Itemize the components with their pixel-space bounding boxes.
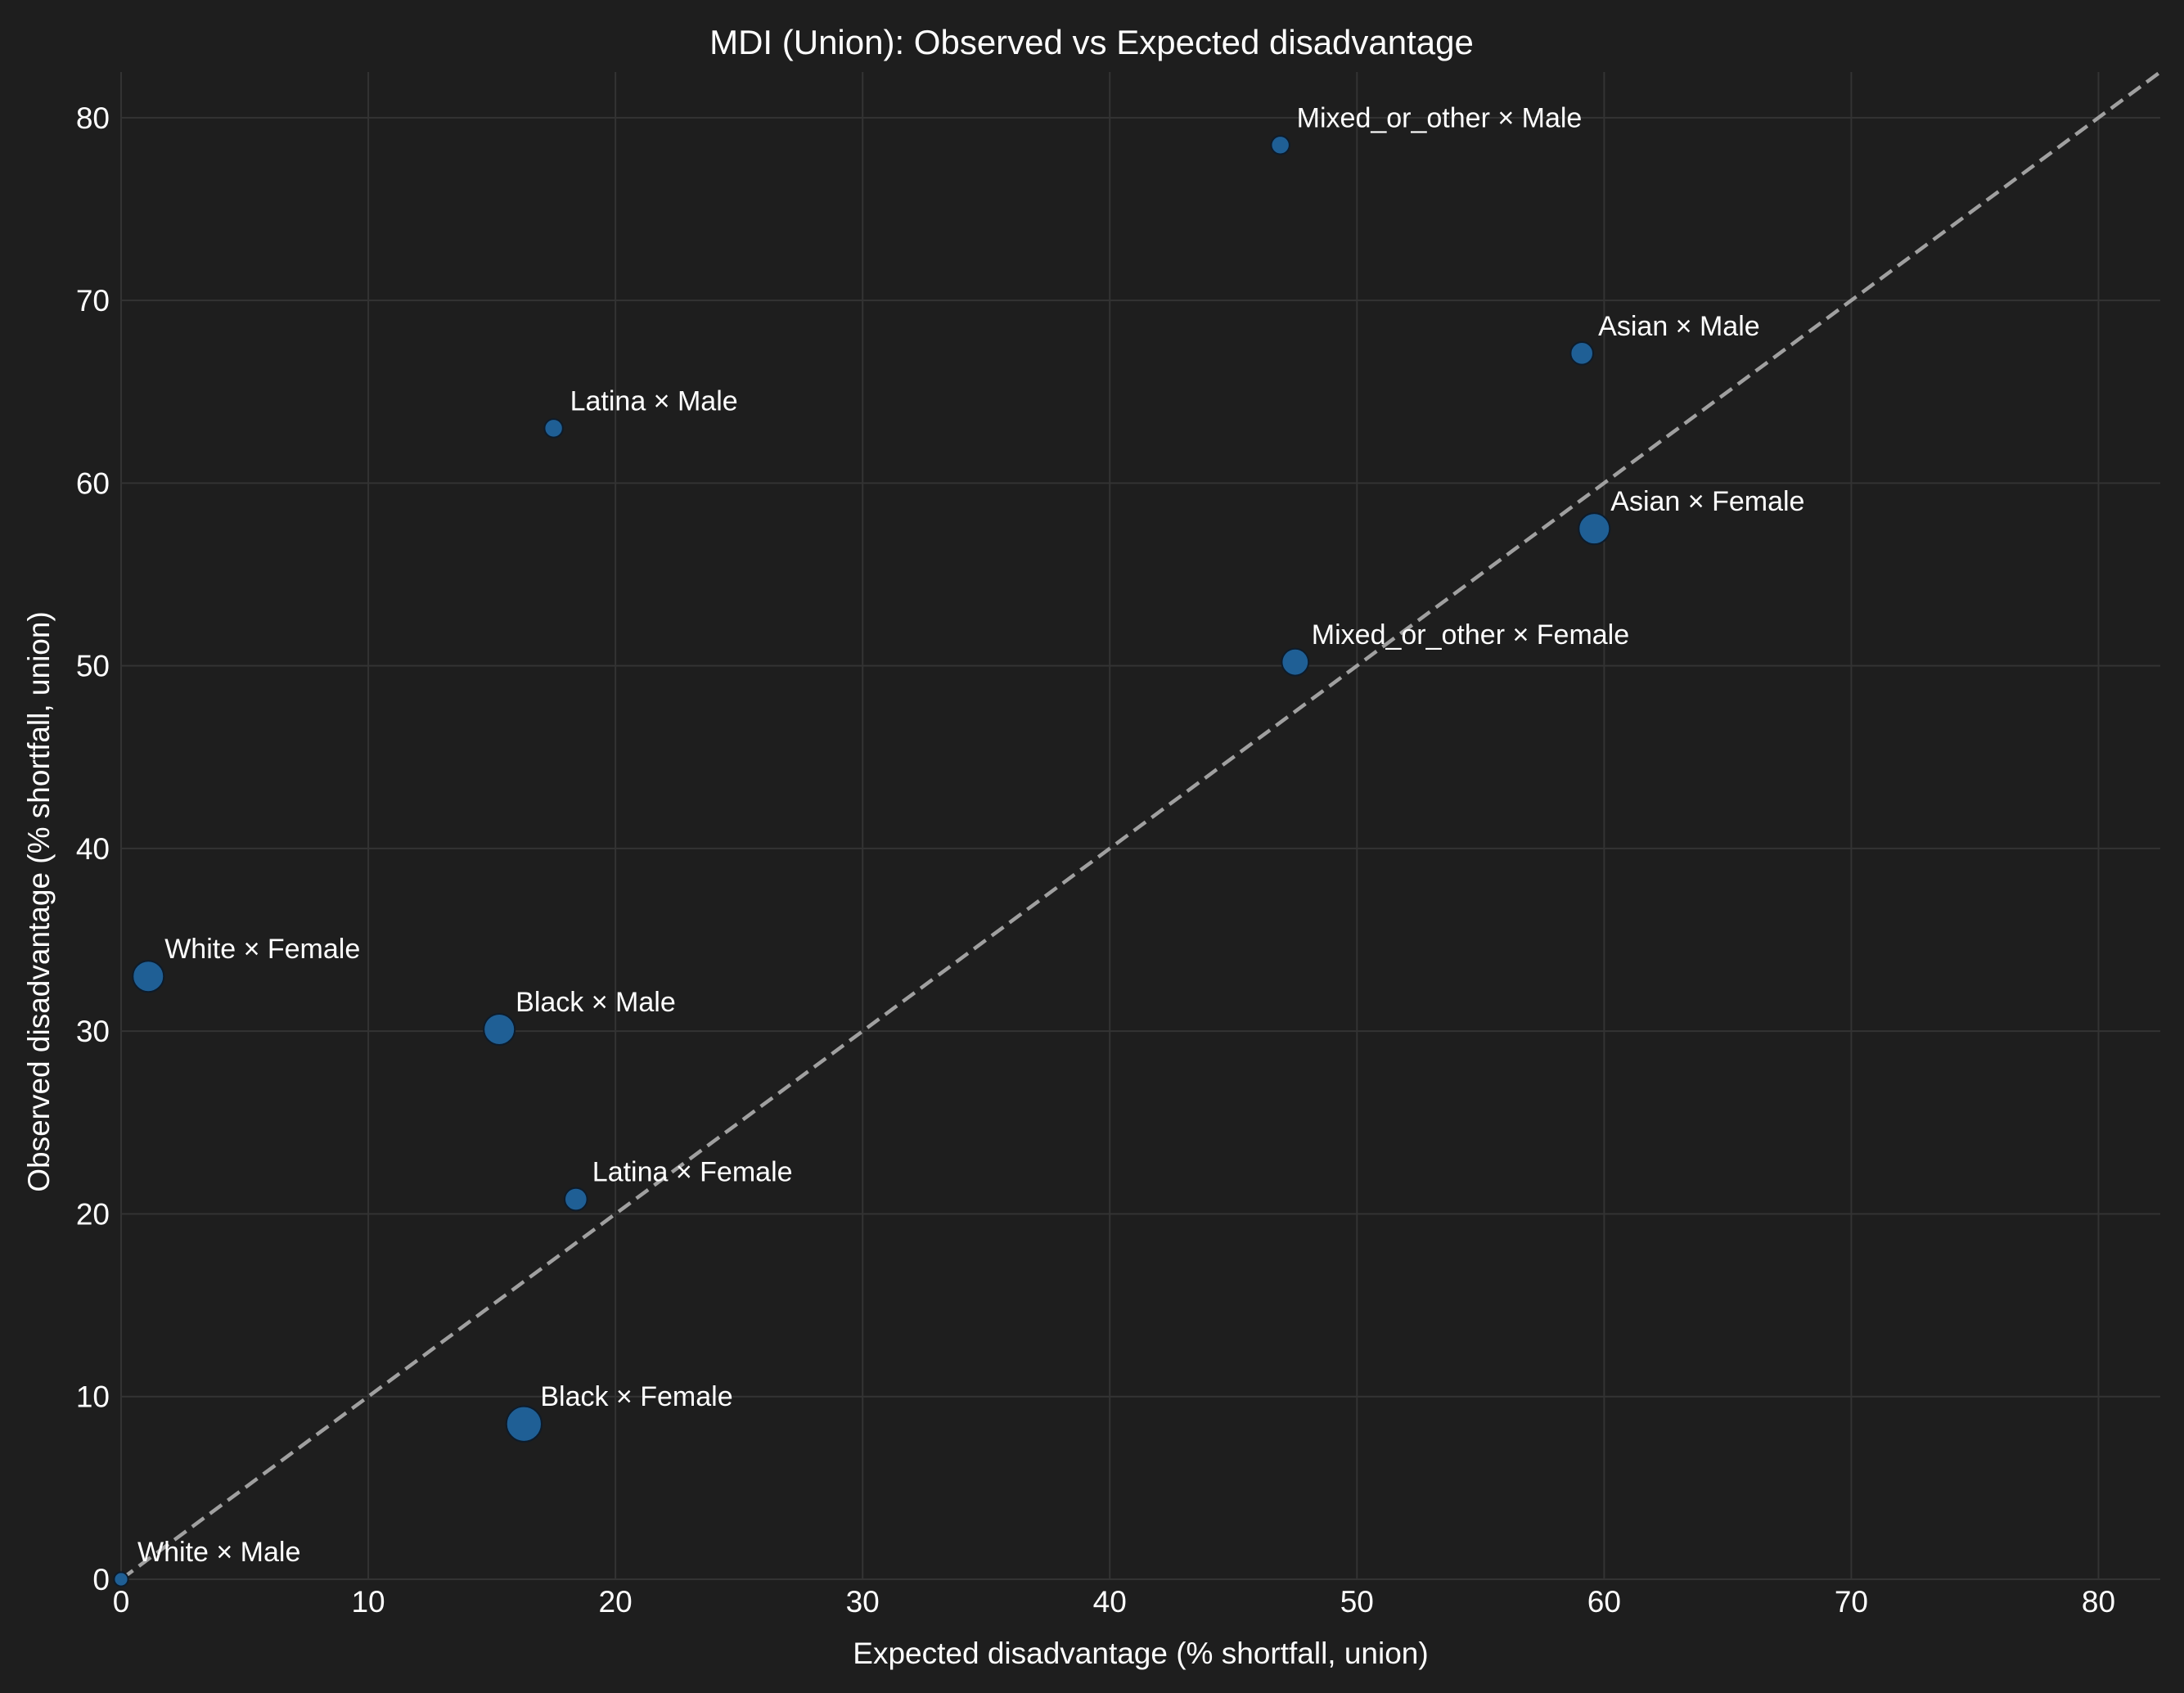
data-point (1270, 135, 1290, 155)
x-tick-label: 40 (1093, 1585, 1127, 1619)
point-label: White × Female (164, 934, 360, 965)
data-point (483, 1012, 516, 1046)
point-label-layer: White × Male White × Female Black × Male Bl… (137, 102, 1804, 1568)
point-label: White × Male (137, 1537, 300, 1568)
points-layer (113, 135, 1611, 1587)
tick-label-layer: 0 10 20 30 40 50 60 70 80 0 10 20 30 40 50 60 70 80 (76, 101, 2115, 1619)
point-label: Latina × Female (592, 1157, 793, 1188)
x-tick-label: 20 (599, 1585, 633, 1619)
y-tick-label: 40 (76, 832, 110, 866)
x-tick-label: 50 (1340, 1585, 1374, 1619)
y-tick-label: 30 (76, 1015, 110, 1048)
x-axis-label: Expected disadvantage (% shortfall, unio… (853, 1637, 1428, 1670)
data-point (113, 1571, 129, 1587)
y-tick-label: 10 (76, 1380, 110, 1414)
reference-line (119, 70, 2162, 1581)
point-label: Black × Female (540, 1381, 732, 1412)
data-point (563, 1186, 588, 1212)
data-point (1569, 341, 1594, 366)
x-tick-label: 70 (1835, 1585, 1868, 1619)
point-label: Mixed_or_other × Female (1312, 619, 1629, 651)
point-label: Latina × Male (570, 385, 738, 416)
y-tick-label: 80 (76, 101, 110, 135)
point-label: Mixed_or_other × Male (1297, 102, 1583, 133)
x-tick-label: 60 (1587, 1585, 1621, 1619)
point-label: Black × Male (516, 987, 676, 1018)
x-tick-label: 0 (113, 1585, 130, 1619)
data-point (505, 1405, 543, 1443)
data-point (1281, 647, 1310, 677)
data-point (132, 960, 165, 993)
data-point (1578, 512, 1611, 546)
x-tick-label: 80 (2082, 1585, 2115, 1619)
y-tick-label: 50 (76, 650, 110, 683)
y-axis-label: Observed disadvantage (% shortfall, unio… (22, 611, 56, 1192)
x-tick-label: 30 (846, 1585, 880, 1619)
grid-layer (120, 72, 2160, 1580)
y-tick-label: 0 (92, 1563, 110, 1596)
x-tick-label: 10 (351, 1585, 385, 1619)
y-tick-label: 60 (76, 466, 110, 500)
data-point (543, 418, 564, 439)
reference-line-layer (119, 70, 2162, 1581)
chart-title: MDI (Union): Observed vs Expected disadv… (709, 23, 1474, 61)
point-label: Asian × Female (1610, 486, 1804, 517)
y-tick-label: 70 (76, 284, 110, 317)
point-label: Asian × Male (1598, 311, 1760, 342)
y-tick-label: 20 (76, 1197, 110, 1231)
